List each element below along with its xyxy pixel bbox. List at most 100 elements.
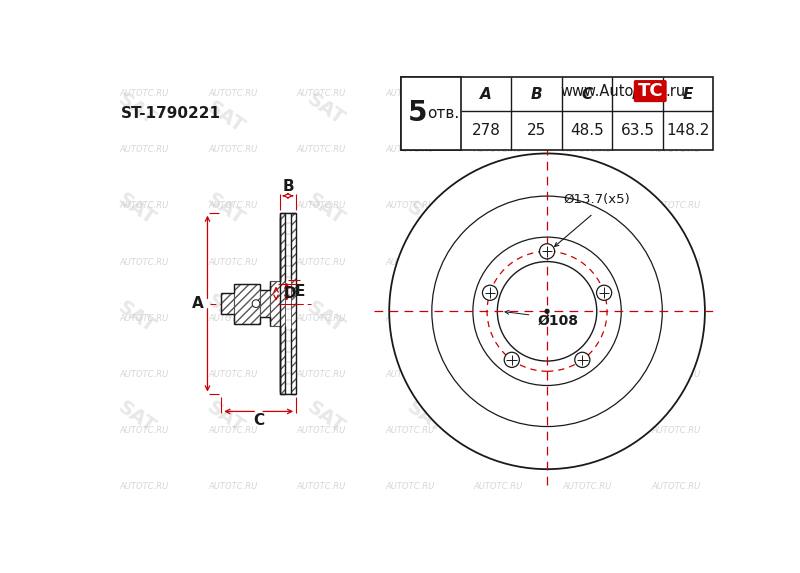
Text: AUTOTC.RU: AUTOTC.RU	[474, 145, 523, 154]
Text: AUTOTC.RU: AUTOTC.RU	[474, 89, 523, 98]
Text: AUTOTC.RU: AUTOTC.RU	[297, 201, 346, 210]
FancyBboxPatch shape	[635, 81, 666, 101]
Text: AUTOTC.RU: AUTOTC.RU	[208, 370, 258, 379]
Text: AUTOTC.RU: AUTOTC.RU	[474, 257, 523, 266]
Text: SAT: SAT	[203, 190, 247, 229]
Text: AUTOTC.RU: AUTOTC.RU	[297, 89, 346, 98]
Text: SAT: SAT	[303, 90, 347, 129]
Text: E: E	[294, 284, 305, 299]
Text: AUTOTC.RU: AUTOTC.RU	[120, 370, 169, 379]
Text: AUTOTC.RU: AUTOTC.RU	[386, 314, 434, 323]
Circle shape	[390, 154, 705, 469]
Text: AUTOTC.RU: AUTOTC.RU	[651, 257, 700, 266]
Text: Ø108: Ø108	[538, 313, 579, 328]
Text: AUTOTC.RU: AUTOTC.RU	[297, 370, 346, 379]
Text: SAT: SAT	[303, 190, 347, 229]
Text: AUTOTC.RU: AUTOTC.RU	[562, 314, 612, 323]
Circle shape	[252, 300, 260, 308]
Text: SAT: SAT	[303, 298, 347, 337]
Text: AUTOTC.RU: AUTOTC.RU	[386, 201, 434, 210]
Text: AUTOTC.RU: AUTOTC.RU	[562, 89, 612, 98]
Text: AUTOTC.RU: AUTOTC.RU	[562, 426, 612, 435]
Bar	[270, 281, 280, 326]
Text: SAT: SAT	[503, 90, 548, 129]
Text: AUTOTC.RU: AUTOTC.RU	[651, 314, 700, 323]
Text: SAT: SAT	[403, 298, 448, 337]
Text: AUTOTC.RU: AUTOTC.RU	[474, 201, 523, 210]
Text: AUTOTC.RU: AUTOTC.RU	[208, 314, 258, 323]
Bar	[286, 213, 290, 394]
Text: AUTOTC.RU: AUTOTC.RU	[386, 426, 434, 435]
Text: AUTOTC.RU: AUTOTC.RU	[208, 426, 258, 435]
Circle shape	[539, 244, 554, 259]
Text: AUTOTC.RU: AUTOTC.RU	[386, 89, 434, 98]
Text: 63.5: 63.5	[621, 123, 654, 138]
Text: AUTOTC.RU: AUTOTC.RU	[297, 145, 346, 154]
Text: B: B	[530, 87, 542, 101]
Text: SAT: SAT	[503, 291, 548, 329]
Text: SAT: SAT	[114, 190, 159, 229]
Text: отв.: отв.	[427, 106, 459, 121]
Text: A: A	[480, 87, 492, 101]
Circle shape	[597, 285, 612, 300]
Bar	[260, 290, 270, 317]
Text: AUTOTC.RU: AUTOTC.RU	[562, 370, 612, 379]
Text: SAT: SAT	[403, 90, 448, 129]
Text: SAT: SAT	[114, 298, 159, 337]
Circle shape	[574, 352, 590, 367]
Text: D: D	[631, 87, 644, 101]
Text: AUTOTC.RU: AUTOTC.RU	[651, 145, 700, 154]
Text: .ru: .ru	[666, 84, 686, 99]
Text: SAT: SAT	[203, 98, 247, 137]
Text: AUTOTC.RU: AUTOTC.RU	[120, 89, 169, 98]
Text: AUTOTC.RU: AUTOTC.RU	[562, 482, 612, 492]
Text: C: C	[582, 87, 593, 101]
Text: AUTOTC.RU: AUTOTC.RU	[651, 426, 700, 435]
Text: AUTOTC.RU: AUTOTC.RU	[297, 482, 346, 492]
Text: C: C	[253, 413, 264, 428]
Text: AUTOTC.RU: AUTOTC.RU	[120, 201, 169, 210]
Text: AUTOTC.RU: AUTOTC.RU	[386, 370, 434, 379]
Bar	[290, 213, 296, 394]
Text: TC: TC	[638, 82, 663, 100]
Bar	[280, 213, 286, 394]
Text: AUTOTC.RU: AUTOTC.RU	[120, 426, 169, 435]
Text: AUTOTC.RU: AUTOTC.RU	[474, 482, 523, 492]
Text: SAT: SAT	[503, 190, 548, 229]
Text: AUTOTC.RU: AUTOTC.RU	[208, 201, 258, 210]
Text: AUTOTC.RU: AUTOTC.RU	[386, 257, 434, 266]
Text: SAT: SAT	[603, 298, 648, 337]
Text: 48.5: 48.5	[570, 123, 604, 138]
Text: AUTOTC.RU: AUTOTC.RU	[474, 426, 523, 435]
Text: AUTOTC.RU: AUTOTC.RU	[208, 482, 258, 492]
Text: SAT: SAT	[603, 90, 648, 129]
Text: SAT: SAT	[503, 398, 548, 437]
Text: SAT: SAT	[114, 398, 159, 437]
Text: AUTOTC.RU: AUTOTC.RU	[386, 482, 434, 492]
Circle shape	[504, 352, 519, 367]
Text: AUTOTC.RU: AUTOTC.RU	[208, 89, 258, 98]
Text: A: A	[192, 296, 204, 311]
Bar	[401, 77, 461, 150]
Text: AUTOTC.RU: AUTOTC.RU	[651, 89, 700, 98]
Bar	[234, 284, 260, 324]
Text: SAT: SAT	[203, 398, 247, 437]
Text: AUTOTC.RU: AUTOTC.RU	[651, 201, 700, 210]
Text: AUTOTC.RU: AUTOTC.RU	[297, 314, 346, 323]
Text: AUTOTC.RU: AUTOTC.RU	[562, 145, 612, 154]
Circle shape	[545, 309, 549, 313]
Bar	[222, 293, 234, 315]
Circle shape	[482, 285, 498, 300]
Text: SAT: SAT	[403, 198, 448, 237]
Text: SAT: SAT	[603, 190, 648, 229]
Text: D: D	[284, 286, 296, 301]
Text: AUTOTC.RU: AUTOTC.RU	[120, 257, 169, 266]
Text: AUTOTC.RU: AUTOTC.RU	[651, 482, 700, 492]
Text: AUTOTC.RU: AUTOTC.RU	[120, 482, 169, 492]
Text: AUTOTC.RU: AUTOTC.RU	[474, 370, 523, 379]
Text: AUTOTC.RU: AUTOTC.RU	[208, 257, 258, 266]
Text: ST-1790221: ST-1790221	[122, 106, 222, 121]
Text: AUTOTC.RU: AUTOTC.RU	[474, 314, 523, 323]
Text: 148.2: 148.2	[666, 123, 710, 138]
Text: AUTOTC.RU: AUTOTC.RU	[120, 314, 169, 323]
